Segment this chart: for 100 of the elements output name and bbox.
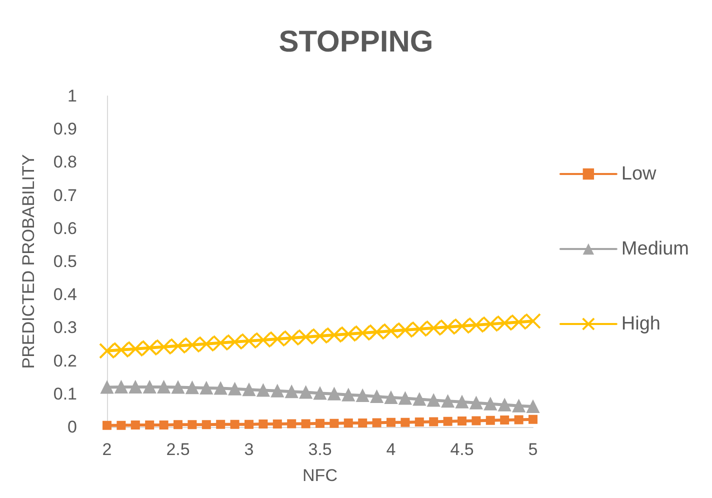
point bbox=[142, 340, 158, 356]
point bbox=[496, 315, 513, 332]
x-tick-label: 4 bbox=[386, 440, 396, 459]
point bbox=[272, 420, 282, 429]
point bbox=[242, 383, 256, 396]
point bbox=[241, 332, 257, 349]
point bbox=[512, 399, 526, 412]
point bbox=[230, 420, 240, 429]
point bbox=[470, 396, 483, 410]
point bbox=[127, 340, 144, 357]
legend-label: Low bbox=[621, 164, 657, 184]
x-tick-label: 5 bbox=[528, 440, 538, 459]
point bbox=[330, 418, 339, 428]
point bbox=[426, 320, 442, 336]
point bbox=[100, 380, 114, 394]
point bbox=[285, 385, 298, 398]
point bbox=[226, 334, 243, 350]
point bbox=[202, 420, 211, 430]
point bbox=[356, 389, 370, 402]
point bbox=[500, 416, 510, 425]
point bbox=[526, 400, 540, 413]
point bbox=[170, 338, 186, 354]
point bbox=[525, 313, 541, 330]
point bbox=[157, 380, 170, 394]
chart-title: STOPPING bbox=[278, 26, 434, 58]
y-tick-label: 0.6 bbox=[53, 218, 77, 238]
point bbox=[398, 392, 412, 405]
point bbox=[256, 384, 270, 397]
point bbox=[458, 416, 466, 426]
point bbox=[172, 380, 184, 394]
point bbox=[216, 420, 226, 429]
point bbox=[244, 420, 254, 429]
point bbox=[188, 420, 197, 430]
y-tick-label: 0.3 bbox=[53, 318, 77, 338]
point bbox=[130, 420, 140, 430]
point bbox=[228, 382, 242, 396]
point bbox=[397, 322, 414, 338]
point bbox=[468, 317, 484, 334]
point bbox=[143, 380, 156, 394]
y-tick-label: 0 bbox=[68, 418, 77, 436]
x-tick-label: 2.5 bbox=[166, 440, 190, 459]
x-tick-label: 4.5 bbox=[450, 440, 474, 459]
point bbox=[145, 420, 154, 430]
point bbox=[528, 414, 538, 424]
point bbox=[316, 418, 324, 428]
point bbox=[454, 318, 470, 334]
point bbox=[383, 323, 399, 340]
point bbox=[156, 338, 172, 355]
point bbox=[99, 342, 115, 359]
point bbox=[186, 381, 199, 394]
point bbox=[440, 319, 456, 336]
point bbox=[102, 420, 112, 430]
y-tick-label: 0.4 bbox=[53, 285, 77, 304]
y-axis-title: PREDICTED PROBABILITY bbox=[19, 154, 38, 369]
point bbox=[514, 415, 524, 424]
point bbox=[427, 394, 440, 407]
y-tick-label: 0.1 bbox=[53, 384, 77, 404]
point bbox=[344, 418, 353, 428]
point bbox=[354, 324, 371, 341]
x-tick-label: 2 bbox=[102, 440, 112, 459]
point bbox=[411, 321, 428, 338]
y-tick-label: 1 bbox=[68, 86, 77, 106]
point bbox=[456, 395, 468, 408]
point bbox=[342, 388, 355, 402]
point bbox=[269, 330, 286, 347]
point bbox=[384, 391, 398, 404]
point bbox=[328, 387, 341, 400]
point bbox=[159, 420, 168, 430]
point bbox=[370, 390, 384, 404]
point bbox=[400, 418, 410, 427]
x-axis-title: NFC bbox=[302, 466, 338, 485]
point bbox=[258, 420, 268, 429]
point bbox=[340, 326, 356, 342]
point bbox=[174, 420, 182, 430]
point bbox=[287, 419, 296, 428]
point bbox=[255, 332, 272, 348]
point bbox=[510, 314, 527, 330]
x-tick-label: 3.5 bbox=[308, 440, 332, 459]
point bbox=[284, 330, 300, 346]
point bbox=[212, 334, 229, 351]
point bbox=[116, 420, 126, 430]
point bbox=[314, 386, 326, 400]
point bbox=[441, 394, 454, 408]
point bbox=[298, 328, 314, 345]
point bbox=[326, 326, 342, 343]
point bbox=[443, 416, 452, 426]
legend-label: Medium bbox=[621, 238, 689, 260]
point bbox=[484, 397, 497, 410]
y-tick-label: 0.5 bbox=[53, 252, 77, 271]
point bbox=[214, 382, 228, 395]
point bbox=[312, 328, 328, 344]
point bbox=[270, 384, 284, 398]
point bbox=[301, 419, 310, 428]
point bbox=[386, 418, 396, 427]
y-tick-label: 0.7 bbox=[53, 186, 77, 205]
point bbox=[472, 416, 481, 426]
point bbox=[414, 418, 424, 427]
y-tick-label: 0.9 bbox=[53, 120, 77, 139]
point bbox=[429, 417, 438, 426]
point bbox=[482, 316, 498, 332]
